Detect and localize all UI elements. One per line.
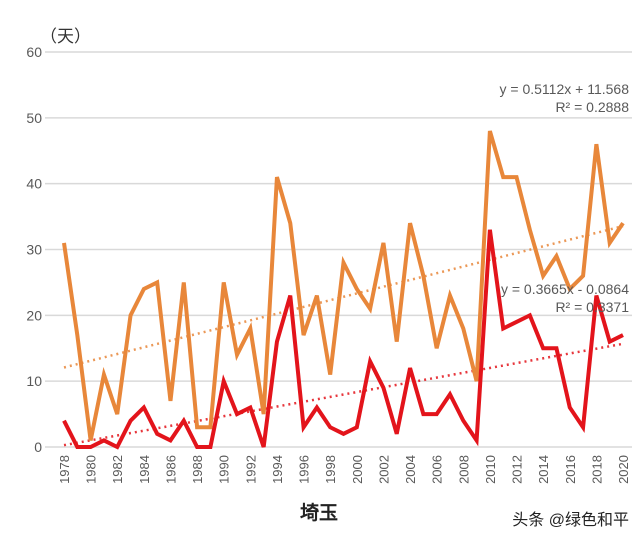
trend-equation-red: y = 0.3665x - 0.0864 R² = 0.3371 bbox=[501, 280, 629, 316]
y-tick-label: 20 bbox=[26, 307, 42, 323]
y-tick-label: 30 bbox=[26, 242, 42, 258]
x-tick-label: 2016 bbox=[563, 455, 578, 484]
x-tick-label: 1978 bbox=[57, 455, 72, 484]
r2-text: R² = 0.3371 bbox=[555, 299, 629, 315]
equation-text: y = 0.3665x - 0.0864 bbox=[500, 281, 629, 297]
x-tick-label: 1984 bbox=[137, 455, 152, 484]
x-tick-label: 2006 bbox=[430, 455, 445, 484]
y-tick-label: 10 bbox=[26, 373, 42, 389]
x-tick-label: 2000 bbox=[350, 455, 365, 484]
watermark: 头条 @绿色和平 bbox=[512, 512, 629, 529]
x-tick-label: 1986 bbox=[163, 455, 178, 484]
chart-title: 埼玉 bbox=[300, 503, 339, 524]
x-tick-label: 1982 bbox=[110, 455, 125, 484]
x-tick-label: 2020 bbox=[616, 455, 631, 484]
x-tick-label: 1996 bbox=[297, 455, 312, 484]
y-axis-unit: （天） bbox=[40, 27, 91, 46]
x-tick-label: 2004 bbox=[403, 455, 418, 484]
x-tick-label: 2018 bbox=[589, 455, 604, 484]
x-tick-label: 1992 bbox=[243, 455, 258, 484]
trend-equation-orange: y = 0.5112x + 11.568 R² = 0.2888 bbox=[500, 80, 629, 116]
x-tick-label: 2012 bbox=[510, 455, 525, 484]
x-tick-label: 1994 bbox=[270, 455, 285, 484]
y-tick-label: 0 bbox=[34, 439, 42, 455]
x-tick-label: 1990 bbox=[217, 455, 232, 484]
x-tick-label: 2014 bbox=[536, 455, 551, 484]
equation-text: y = 0.5112x + 11.568 bbox=[499, 81, 629, 97]
x-tick-label: 1998 bbox=[323, 455, 338, 484]
x-tick-label: 2010 bbox=[483, 455, 498, 484]
y-tick-label: 40 bbox=[26, 176, 42, 192]
y-tick-label: 50 bbox=[26, 110, 42, 126]
x-tick-label: 1980 bbox=[84, 455, 99, 484]
x-tick-label: 1988 bbox=[190, 455, 205, 484]
x-tick-label: 2008 bbox=[456, 455, 471, 484]
trendline-red bbox=[63, 342, 624, 447]
y-tick-label: 60 bbox=[26, 44, 42, 60]
x-tick-label: 2002 bbox=[376, 455, 391, 484]
r2-text: R² = 0.2888 bbox=[555, 99, 629, 115]
trendline-orange bbox=[63, 224, 624, 369]
